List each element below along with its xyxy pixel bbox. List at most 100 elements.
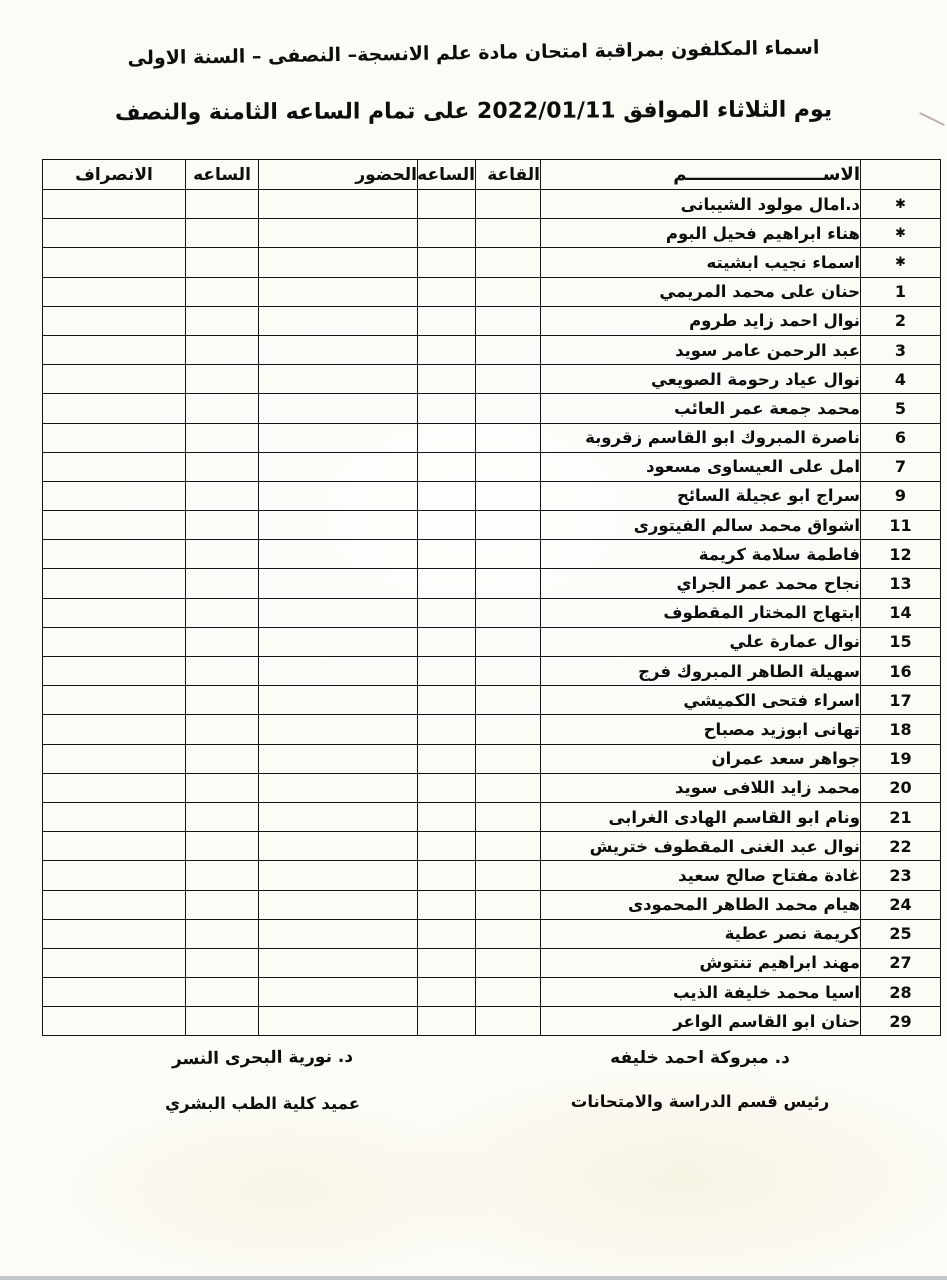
hour-in-cell (417, 276, 476, 307)
attendance-cell (258, 568, 418, 599)
hour-out-cell (185, 597, 259, 628)
attendance-cell (258, 334, 418, 366)
row-number-cell: 18 (860, 714, 941, 745)
attendance-cell (258, 451, 418, 482)
row-name-cell: نوال عياد رحومة الصويعي (540, 364, 861, 395)
attendance-cell (258, 393, 418, 424)
table-row: 11 اشواق محمد سالم الفيتورى (42, 510, 941, 541)
attendance-cell (258, 743, 418, 774)
column-header-hall: القاعة (475, 159, 541, 190)
departure-cell (42, 655, 186, 687)
row-number-cell: 20 (860, 772, 941, 803)
hour-out-cell (185, 393, 259, 424)
row-name-cell: اسيا محمد خليفة الذيب (540, 977, 861, 1008)
signature-name-left: د. نورية البحرى النسر (171, 1046, 354, 1070)
table-row: 23 غادة مفتاح صالح سعيد (42, 860, 941, 891)
attendance-cell (258, 714, 418, 745)
table-row: 3 عبد الرحمن عامر سويد (42, 334, 941, 366)
row-number-cell: 25 (860, 918, 941, 949)
row-number-cell: 24 (860, 889, 941, 920)
hour-out-cell (185, 364, 259, 395)
hall-cell (475, 831, 541, 862)
attendance-cell (258, 364, 418, 395)
row-name-cell: حنان على محمد المريمي (540, 276, 861, 307)
signature-title-right: رئيس قسم الدراسة والامتحانات (570, 1092, 830, 1111)
hour-in-cell (417, 1006, 476, 1037)
hall-cell (475, 685, 541, 716)
departure-cell (42, 393, 186, 424)
row-name-cell: د.امال مولود الشيبانى (540, 188, 861, 220)
row-number-cell: 5 (860, 393, 941, 424)
hour-in-cell (417, 743, 476, 774)
hour-out-cell (185, 977, 259, 1008)
hall-cell (475, 247, 541, 278)
hour-out-cell (185, 801, 259, 833)
row-number-cell: 29 (860, 1006, 941, 1037)
column-header-hour-in: الساعه (417, 159, 476, 190)
hour-out-cell (185, 334, 259, 366)
row-number-cell: 15 (860, 626, 941, 658)
row-name-cell: سراج ابو عجيلة السائح (540, 480, 861, 512)
hall-cell (475, 539, 541, 570)
table-row: 17 اسراء فتحى الكميشي (42, 685, 941, 716)
hall-cell (475, 714, 541, 745)
hall-cell (475, 451, 541, 482)
departure-cell (42, 947, 186, 979)
table-row: 2 نوال احمد زايد طروم (42, 305, 941, 336)
hall-cell (475, 334, 541, 366)
table-row: 15 نوال عمارة علي (42, 626, 941, 658)
row-name-cell: ناصرة المبروك ابو القاسم زقروبة (540, 422, 861, 453)
column-header-hour-out: الساعه (185, 159, 259, 190)
hall-cell (475, 597, 541, 628)
hour-in-cell (417, 568, 476, 599)
signature-title-left: عميد كلية الطب البشري (164, 1094, 361, 1113)
hour-in-cell (417, 947, 476, 979)
signature-name-right: د. مبروكة احمد خليفه (610, 1048, 790, 1068)
table-row: 16 سهيلة الطاهر المبروك فرج (42, 655, 941, 687)
hour-in-cell (417, 626, 476, 658)
departure-cell (42, 801, 186, 833)
table-row: 24 هيام محمد الطاهر المحمودى (42, 889, 941, 920)
hour-in-cell (417, 889, 476, 920)
departure-cell (42, 685, 186, 716)
row-number-cell: 19 (860, 743, 941, 774)
attendance-cell (258, 626, 418, 658)
hour-out-cell (185, 918, 259, 949)
hall-cell (475, 510, 541, 541)
row-name-cell: نوال عبد الغنى المقطوف ختريش (540, 831, 861, 862)
hour-out-cell (185, 305, 259, 336)
row-name-cell: اسراء فتحى الكميشي (540, 685, 861, 716)
row-name-cell: هيام محمد الطاهر المحمودى (540, 889, 861, 920)
table-body: ✱ د.امال مولود الشيبانى ✱ هناء ابراهيم فحيل… (42, 188, 941, 1037)
hall-cell (475, 393, 541, 424)
row-number-cell: 23 (860, 860, 941, 891)
signature-block-right: د. مبروكة احمد خليفه رئيس قسم الدراسة وا… (560, 1048, 840, 1111)
hour-out-cell (185, 889, 259, 920)
signature-block-left: د. نورية البحرى النسر عميد كلية الطب الب… (140, 1046, 385, 1113)
row-name-cell: سهيلة الطاهر المبروك فرج (540, 655, 861, 687)
hall-cell (475, 364, 541, 395)
hour-in-cell (417, 422, 476, 453)
attendance-cell (258, 597, 418, 628)
table-row: 29 حنان ابو القاسم الواعر (42, 1006, 941, 1037)
departure-cell (42, 626, 186, 658)
row-number-cell: 21 (860, 801, 941, 833)
hour-out-cell (185, 451, 259, 482)
hall-cell (475, 480, 541, 512)
departure-cell (42, 1006, 186, 1037)
row-number-cell: 3 (860, 334, 941, 366)
attendance-cell (258, 188, 418, 220)
departure-cell (42, 480, 186, 512)
row-number-cell: 1 (860, 276, 941, 307)
departure-cell (42, 247, 186, 278)
row-number-cell: 27 (860, 947, 941, 979)
table-row: 5 محمد جمعة عمر العائب (42, 393, 941, 424)
hour-out-cell (185, 510, 259, 541)
attendance-cell (258, 655, 418, 687)
attendance-cell (258, 918, 418, 949)
hour-out-cell (185, 655, 259, 687)
row-number-cell: 4 (860, 364, 941, 395)
attendance-cell (258, 276, 418, 307)
hour-in-cell (417, 539, 476, 570)
table-row: 4 نوال عياد رحومة الصويعي (42, 364, 941, 395)
